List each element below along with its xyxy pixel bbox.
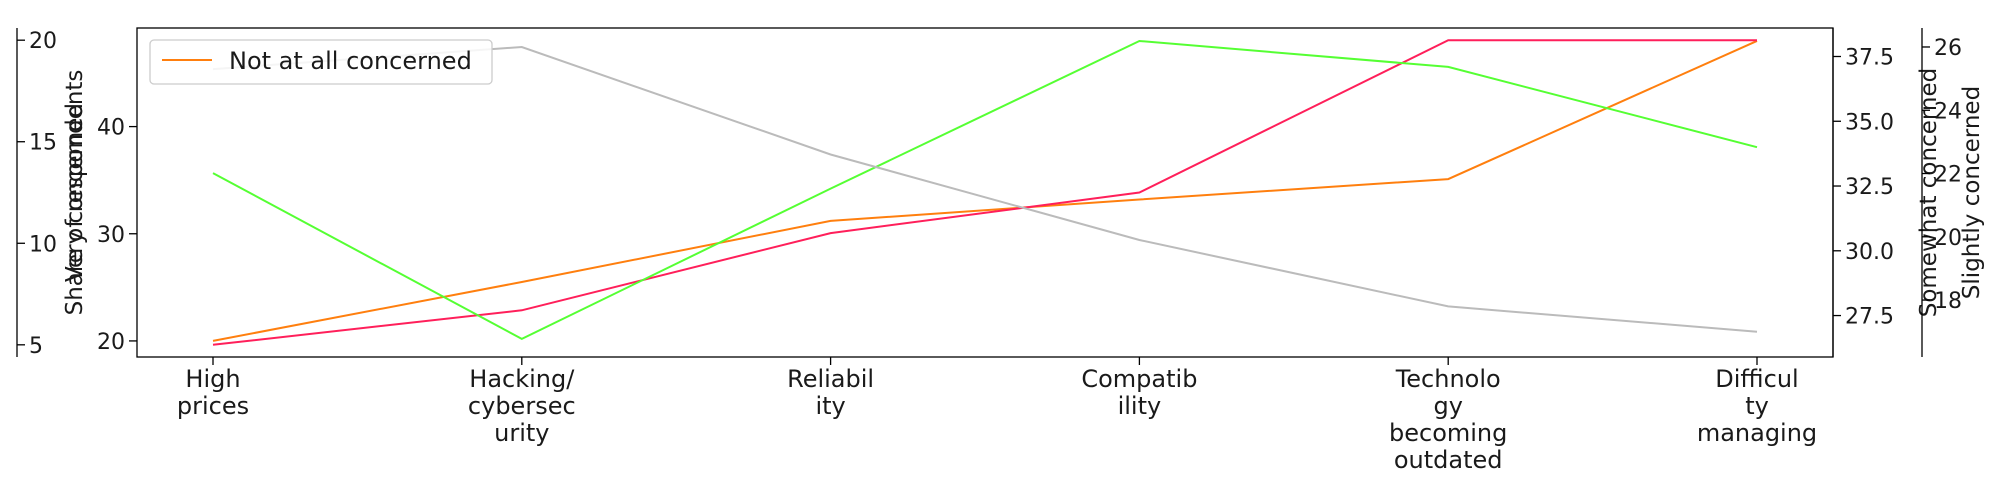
x-tick-label: Technolo gy becoming outdated — [1389, 365, 1507, 474]
tick-label: 30 — [97, 223, 125, 248]
axis-right-2: 18 20 22 24 26 Slightly concerned — [1921, 28, 1985, 357]
series-line-4 — [212, 45, 1758, 333]
tick-label: 10 — [29, 232, 57, 257]
axis-outer-left: 5 10 15 20 Very concerned — [16, 28, 88, 359]
x-tick-label: Difficul ty managing — [1697, 365, 1817, 447]
x-axis: High prices Hacking/cybersec urity Reliabil i… — [177, 357, 1817, 474]
series-line-2 — [212, 39, 1757, 346]
axis-title: Slightly concerned — [1959, 86, 1985, 299]
tick-label: 35.0 — [1845, 110, 1894, 135]
tick-label: 18 — [1934, 289, 1962, 314]
axis-right-1: 27.5 30.0 32.5 35.0 37.5 Somewhat concerned — [1832, 28, 1942, 357]
tick-label: 26 — [1934, 36, 1962, 61]
tick-label: 40 — [97, 116, 125, 141]
tick-label: 20 — [97, 330, 125, 355]
series-line-1 — [212, 39, 1758, 342]
legend-entry-label: Not at all concerned — [229, 47, 472, 75]
x-tick-label: Hacking/cybersec urity — [468, 365, 576, 447]
tick-label: 27.5 — [1845, 305, 1894, 330]
legend: Not at all concerned — [149, 39, 493, 85]
axis-title: Very concerned — [62, 103, 88, 282]
tick-label: 20 — [1934, 226, 1962, 251]
legend-box — [149, 39, 493, 85]
series-layer — [212, 39, 1758, 346]
tick-label: 15 — [29, 131, 57, 156]
tick-label: 37.5 — [1845, 45, 1894, 70]
x-tick-label: High prices — [177, 365, 249, 420]
series-line-3 — [212, 39, 1758, 341]
tick-label: 32.5 — [1845, 175, 1894, 200]
axis-title: Share of respondents — [62, 70, 88, 316]
axis-main-left: 20 30 40 Share of respondents — [62, 70, 137, 355]
tick-label: 30.0 — [1845, 240, 1894, 265]
axis-title: Somewhat concerned — [1916, 68, 1942, 318]
x-tick-label: Reliabil ity — [787, 365, 874, 420]
tick-label: 22 — [1934, 163, 1962, 188]
tick-label: 20 — [29, 29, 57, 54]
x-tick-label: Compatib ility — [1081, 365, 1197, 420]
tick-label: 24 — [1934, 99, 1962, 124]
tick-label: 5 — [29, 334, 43, 359]
axes-layer: 5 10 15 20 Very concerned 20 30 40 Share of resp… — [16, 28, 1985, 474]
